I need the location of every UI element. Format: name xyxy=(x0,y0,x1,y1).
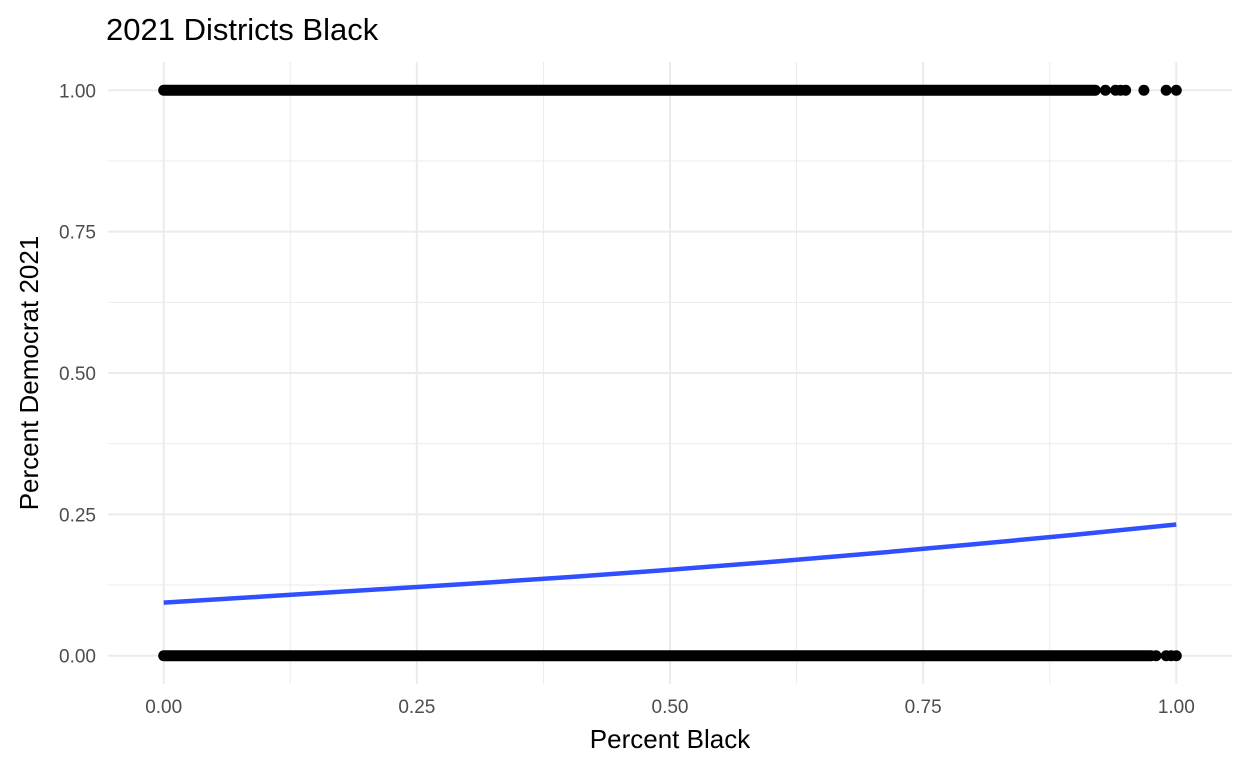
y-axis-title: Percent Democrat 2021 xyxy=(14,236,44,511)
scatter-point xyxy=(1170,650,1182,662)
x-tick-label: 0.00 xyxy=(145,697,182,718)
y-tick-label: 1.00 xyxy=(59,81,96,102)
scatter-point xyxy=(1120,84,1132,96)
x-tick-label: 0.75 xyxy=(905,697,942,718)
x-axis-title: Percent Black xyxy=(590,724,751,754)
y-tick-label: 0.75 xyxy=(59,223,96,244)
scatter-point xyxy=(1099,84,1111,96)
fit-line xyxy=(163,522,1177,605)
points-layer xyxy=(158,84,1182,662)
scatter-point xyxy=(1170,84,1182,96)
x-tick-label: 0.50 xyxy=(652,697,689,718)
y-tick-labels: 0.00 0.25 0.50 0.75 1.00 xyxy=(59,81,96,667)
y-tick-label: 0.50 xyxy=(59,364,96,385)
y-tick-label: 0.00 xyxy=(59,647,96,668)
scatter-point xyxy=(1150,650,1162,662)
scatter-point-band xyxy=(158,84,1101,96)
scatter-point xyxy=(1160,84,1172,96)
x-tick-labels: 0.00 0.25 0.50 0.75 1.00 xyxy=(145,697,1195,718)
fit-line-layer xyxy=(163,522,1177,605)
chart-title: 2021 Districts Black xyxy=(106,12,379,47)
grid-layer xyxy=(108,62,1232,684)
scatter-point xyxy=(1138,84,1150,96)
x-tick-label: 1.00 xyxy=(1158,697,1195,718)
x-tick-label: 0.25 xyxy=(398,697,435,718)
y-tick-label: 0.25 xyxy=(59,505,96,526)
scatter-point-band xyxy=(158,650,1157,662)
